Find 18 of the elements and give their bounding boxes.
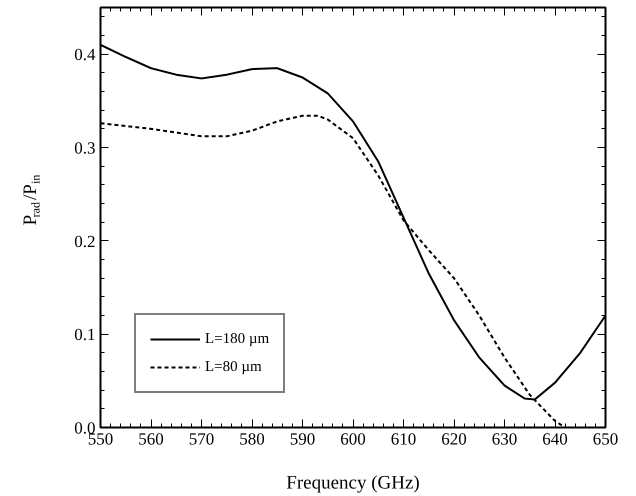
legend-label: L=80 µm [205,358,262,376]
x-tick-label: 620 [441,430,467,448]
x-tick-label: 630 [492,430,518,448]
x-tick-label: 590 [290,430,316,448]
y-tick-label: 0.3 [74,138,96,158]
x-tick-label: 600 [340,430,366,448]
y-axis-title: Prad/Pin [20,174,42,226]
x-tick-label: 610 [390,430,416,448]
x-tick-label: 560 [138,430,164,448]
y-tick-label: 0.2 [74,232,96,251]
x-axis-title: Frequency (GHz) [286,472,420,494]
y-tick-label: 0.4 [74,45,96,64]
x-tick-label: 650 [592,430,618,448]
x-tick-label: 570 [188,430,214,448]
y-tick-label: 0.1 [74,325,96,344]
legend-label: L=180 µm [205,330,270,348]
x-tick-label: 640 [542,430,568,448]
x-tick-label: 580 [239,430,265,448]
